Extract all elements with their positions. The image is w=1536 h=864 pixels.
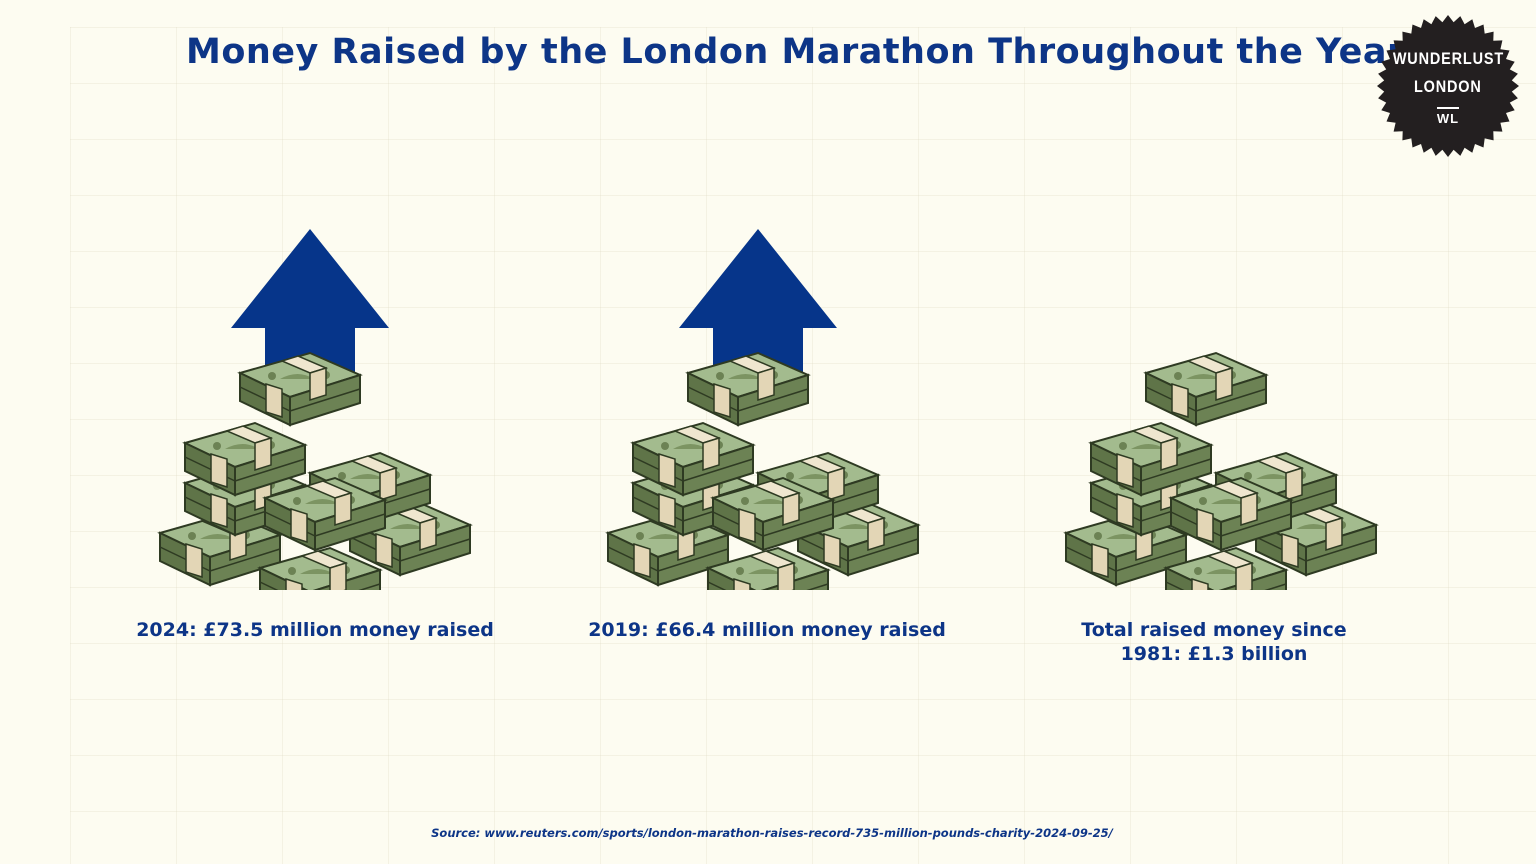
money-stack-icon <box>1056 220 1396 590</box>
background-grid <box>70 27 1536 864</box>
source-citation: Source: www.reuters.com/sports/london-ma… <box>431 826 1113 840</box>
label-2019: 2019: £66.4 million money raised <box>588 619 946 641</box>
logo-line-2: LONDON <box>1414 77 1482 96</box>
label-total-text: Total raised money since 1981: £1.3 bill… <box>1081 619 1347 665</box>
page-title: Money Raised by the London Marathon Thro… <box>186 32 1427 72</box>
up-arrow-money-stack-icon <box>150 229 490 590</box>
item-total <box>1056 220 1396 590</box>
up-arrow-money-stack-icon <box>598 229 938 590</box>
label-2024: 2024: £73.5 million money raised <box>136 619 494 641</box>
logo-monogram: WL <box>1436 107 1460 127</box>
badge-seal-icon <box>1377 15 1519 157</box>
wunderlust-london-logo: WUNDERLUST LONDON WL <box>1376 14 1520 158</box>
item-2019 <box>598 220 938 590</box>
logo-line-1: WUNDERLUST <box>1392 49 1504 68</box>
label-total: Total raised money since 1981: £1.3 bill… <box>984 618 1444 666</box>
item-2024 <box>150 220 490 590</box>
